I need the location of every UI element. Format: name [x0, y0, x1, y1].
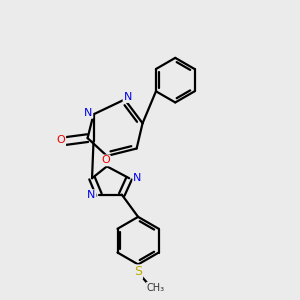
Text: O: O [56, 136, 65, 146]
Text: N: N [124, 92, 132, 102]
Text: N: N [84, 108, 92, 118]
Text: CH₃: CH₃ [147, 283, 165, 292]
Text: S: S [134, 266, 142, 278]
Text: N: N [87, 190, 96, 200]
Text: N: N [133, 172, 142, 183]
Text: O: O [101, 155, 110, 165]
